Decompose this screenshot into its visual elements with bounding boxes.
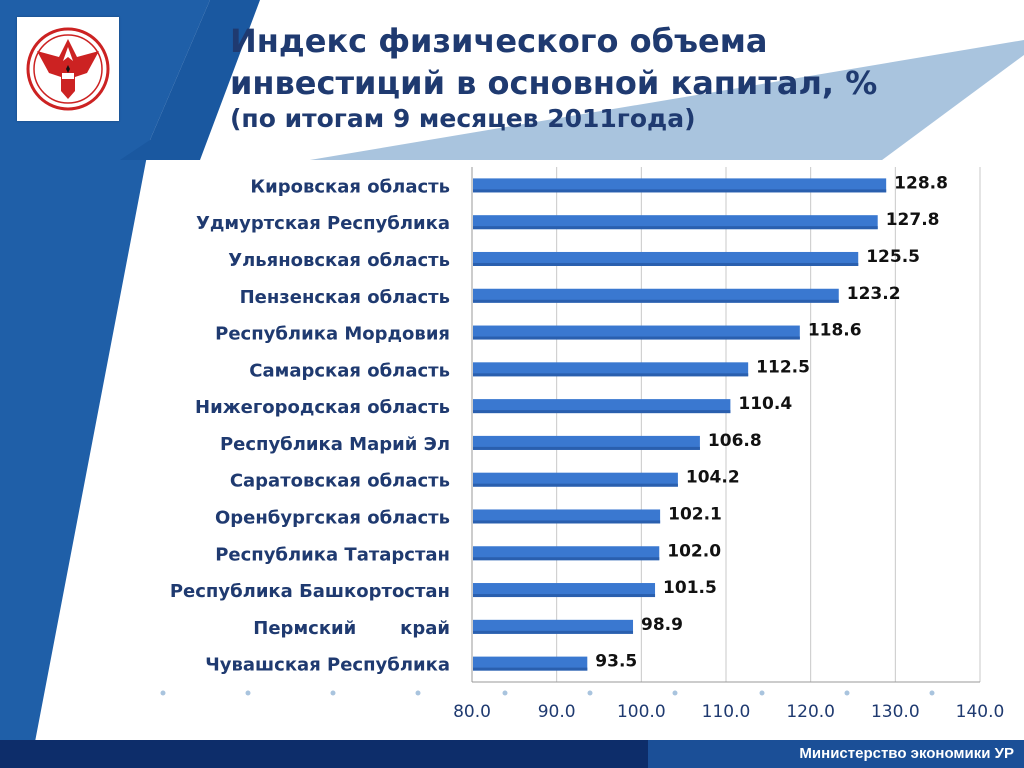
- bar: [473, 215, 878, 230]
- bar: [473, 546, 660, 561]
- category-label: Пермский край: [253, 618, 450, 639]
- page-subtitle: (по итогам 9 месяцев 2011года): [230, 104, 696, 133]
- bar: [473, 399, 731, 414]
- bar: [473, 619, 634, 634]
- data-label: 110.4: [738, 394, 792, 414]
- x-tick-label: 110.0: [702, 702, 751, 722]
- category-label: Удмуртская Республика: [196, 213, 450, 234]
- page-title-line-1: Индекс физического объема: [230, 22, 768, 60]
- decorative-dot: [759, 690, 765, 696]
- x-tick-label: 80.0: [453, 702, 491, 722]
- bar-shade: [473, 189, 887, 193]
- footer-bar: Министерство экономики УР: [0, 740, 1024, 768]
- bar-shade: [473, 483, 678, 487]
- bar: [473, 325, 800, 340]
- category-label: Республика Татарстан: [215, 544, 450, 565]
- x-tick-label: 130.0: [871, 702, 920, 722]
- udmurtia-coat-of-arms-icon: [26, 27, 110, 111]
- data-label: 123.2: [847, 284, 901, 304]
- bar-shade: [473, 594, 656, 598]
- data-label: 102.1: [668, 504, 722, 524]
- data-label: 102.0: [667, 541, 721, 561]
- data-label: 106.8: [708, 431, 762, 451]
- category-label: Саратовская область: [230, 471, 450, 492]
- data-label: 112.5: [756, 357, 810, 377]
- bar: [473, 362, 749, 377]
- data-label: 125.5: [866, 247, 920, 267]
- data-label: 118.6: [808, 321, 862, 341]
- bar-shade: [473, 336, 800, 340]
- bar-shade: [473, 557, 660, 561]
- bar-shade: [473, 667, 588, 671]
- bar: [473, 656, 588, 671]
- category-label: Республика Башкортостан: [170, 581, 450, 602]
- decorative-dot: [929, 690, 935, 696]
- data-label: 101.5: [663, 578, 717, 598]
- bar: [473, 472, 678, 487]
- category-label: Пензенская область: [240, 287, 450, 308]
- decorative-dot: [844, 690, 850, 696]
- bar-shade: [473, 226, 878, 230]
- category-label: Кировская область: [250, 176, 450, 197]
- header-blue-diagonal: [120, 0, 260, 160]
- category-label: Республика Марий Эл: [220, 434, 450, 455]
- bar: [473, 251, 859, 266]
- x-tick-label: 100.0: [617, 702, 666, 722]
- bar: [473, 435, 700, 450]
- coat-of-arms-logo: [17, 17, 119, 121]
- decorative-dot: [245, 690, 251, 696]
- decorative-dot: [587, 690, 593, 696]
- category-label: Республика Мордовия: [215, 324, 450, 345]
- bar: [473, 288, 839, 303]
- bar-shade: [473, 446, 700, 450]
- x-tick-label: 140.0: [956, 702, 1005, 722]
- x-tick-label: 120.0: [786, 702, 835, 722]
- data-label: 128.8: [894, 173, 948, 193]
- category-label: Ульяновская область: [228, 250, 450, 271]
- bar: [473, 509, 661, 524]
- content-white-panel: [110, 160, 1024, 740]
- bar-shade: [473, 410, 731, 414]
- category-label: Самарская область: [249, 360, 450, 381]
- category-label: Чувашская Республика: [205, 655, 450, 676]
- decorative-dot: [502, 690, 508, 696]
- data-label: 127.8: [886, 210, 940, 230]
- data-label: 98.9: [641, 615, 683, 635]
- decorative-dot: [672, 690, 678, 696]
- header-blue-band: [0, 0, 210, 768]
- footer-ministry-label: Министерство экономики УР: [799, 745, 1014, 762]
- bar-shade: [473, 262, 859, 266]
- bar-shade: [473, 520, 661, 524]
- footer-accent: [648, 740, 1024, 768]
- category-label: Оренбургская область: [215, 507, 450, 528]
- decorative-dot: [415, 690, 421, 696]
- data-label: 104.2: [686, 468, 740, 488]
- bar-shade: [473, 373, 749, 377]
- chart-bars: [473, 178, 887, 671]
- bar: [473, 178, 887, 193]
- data-label: 93.5: [595, 652, 637, 672]
- decorative-dot: [330, 690, 336, 696]
- bar-shade: [473, 299, 839, 303]
- category-label: Нижегородская область: [195, 397, 450, 418]
- chart-grid: [160, 167, 981, 696]
- page-title-line-2: инвестиций в основной капитал, %: [230, 64, 878, 102]
- x-tick-label: 90.0: [538, 702, 576, 722]
- decorative-dot: [160, 690, 166, 696]
- chart-labels: 80.0 90.0 100.0 110.0 120.0 130.0 140.0 Кировск…: [170, 173, 1005, 722]
- bar-shade: [473, 630, 634, 634]
- bar: [473, 583, 656, 598]
